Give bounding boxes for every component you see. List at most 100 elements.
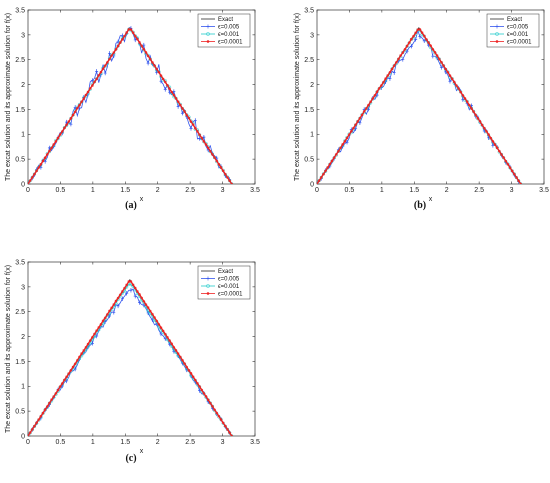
data-point xyxy=(384,77,387,80)
y-tick-label: 1.5 xyxy=(304,107,314,114)
data-point xyxy=(446,70,450,74)
data-point xyxy=(52,395,56,398)
y-tick-label: 0.5 xyxy=(15,409,25,416)
y-tick-label: 0 xyxy=(310,181,314,188)
legend-label: ϵ=0.0001 xyxy=(218,40,243,46)
data-point xyxy=(395,61,398,64)
data-point xyxy=(159,326,163,329)
data-point xyxy=(178,103,182,107)
data-point xyxy=(450,77,454,81)
data-point xyxy=(341,143,345,146)
data-point xyxy=(337,149,340,153)
data-point xyxy=(474,113,478,117)
data-point xyxy=(217,414,221,418)
data-point xyxy=(76,359,79,362)
legend-label: Exact xyxy=(507,17,522,23)
data-point xyxy=(144,51,148,54)
data-point xyxy=(193,126,197,130)
data-point xyxy=(28,182,30,184)
data-point xyxy=(120,296,124,301)
data-point xyxy=(103,70,107,76)
data-point xyxy=(209,401,212,405)
data-point xyxy=(116,303,120,309)
data-point xyxy=(230,182,234,184)
data-point xyxy=(133,34,137,38)
data-point xyxy=(422,34,426,38)
data-point xyxy=(54,140,58,143)
legend-label: ϵ=0.0001 xyxy=(218,292,243,298)
x-tick-label: 0 xyxy=(26,439,30,446)
data-point xyxy=(401,50,405,55)
data-point xyxy=(459,90,463,94)
data-point xyxy=(414,31,417,35)
data-point xyxy=(457,87,460,90)
y-tick-label: 3.5 xyxy=(304,7,314,14)
data-point xyxy=(213,408,216,412)
data-point xyxy=(191,375,195,379)
x-tick-label: 1.5 xyxy=(120,187,130,194)
data-point xyxy=(116,296,120,300)
data-point xyxy=(84,346,88,349)
data-point xyxy=(185,113,189,117)
data-point xyxy=(35,169,38,173)
data-point xyxy=(146,54,150,58)
data-point xyxy=(343,139,347,143)
data-point xyxy=(28,434,30,436)
data-point xyxy=(146,60,150,66)
data-point xyxy=(39,414,43,418)
data-point xyxy=(69,369,73,372)
legend-marker xyxy=(495,24,499,29)
data-point xyxy=(112,51,116,54)
data-point xyxy=(88,87,92,90)
data-point xyxy=(517,179,520,183)
x-tick-label: 0 xyxy=(26,187,30,194)
data-point xyxy=(493,143,497,146)
data-point xyxy=(30,428,34,431)
data-point xyxy=(82,97,86,100)
y-tick-label: 2.5 xyxy=(304,57,314,64)
data-point xyxy=(153,316,156,319)
x-axis-label: x xyxy=(140,448,144,455)
legend-label: Exact xyxy=(218,269,233,275)
data-point xyxy=(350,130,353,133)
legend-label: ϵ=0.0001 xyxy=(507,40,532,46)
data-point xyxy=(144,303,148,306)
data-point xyxy=(362,110,366,113)
data-point xyxy=(375,90,379,94)
data-point xyxy=(73,105,77,110)
data-point xyxy=(317,178,321,183)
data-point xyxy=(176,104,180,109)
x-tick-label: 2.5 xyxy=(474,187,484,194)
data-point xyxy=(198,133,201,137)
data-point xyxy=(330,159,334,163)
data-point xyxy=(108,309,111,313)
data-point xyxy=(230,434,234,436)
data-point xyxy=(114,299,118,303)
series-group xyxy=(28,278,234,436)
y-tick-label: 2.5 xyxy=(15,309,25,316)
data-point xyxy=(159,74,163,77)
panel-b: 0 0.5 1 1.5 2 2.5 3 3.5 0 0.5 1 1.5 2 2.5 3 3.5 x The exc… xyxy=(294,7,549,211)
data-point xyxy=(148,309,152,313)
data-point xyxy=(120,33,124,38)
data-point xyxy=(227,179,232,183)
data-point xyxy=(86,90,90,94)
data-point xyxy=(365,107,368,110)
x-tick-label: 3 xyxy=(221,187,225,194)
data-point xyxy=(138,293,141,296)
data-point xyxy=(151,312,154,316)
data-point xyxy=(225,427,230,432)
data-point xyxy=(211,153,214,156)
data-point xyxy=(198,136,202,141)
data-point xyxy=(157,322,161,326)
data-point xyxy=(172,89,176,94)
panel-caption: (c) xyxy=(125,453,136,464)
data-point xyxy=(170,90,174,94)
data-point xyxy=(485,130,488,133)
data-point xyxy=(319,175,323,180)
data-point xyxy=(67,372,71,375)
data-point xyxy=(508,166,512,169)
data-point xyxy=(63,126,66,130)
